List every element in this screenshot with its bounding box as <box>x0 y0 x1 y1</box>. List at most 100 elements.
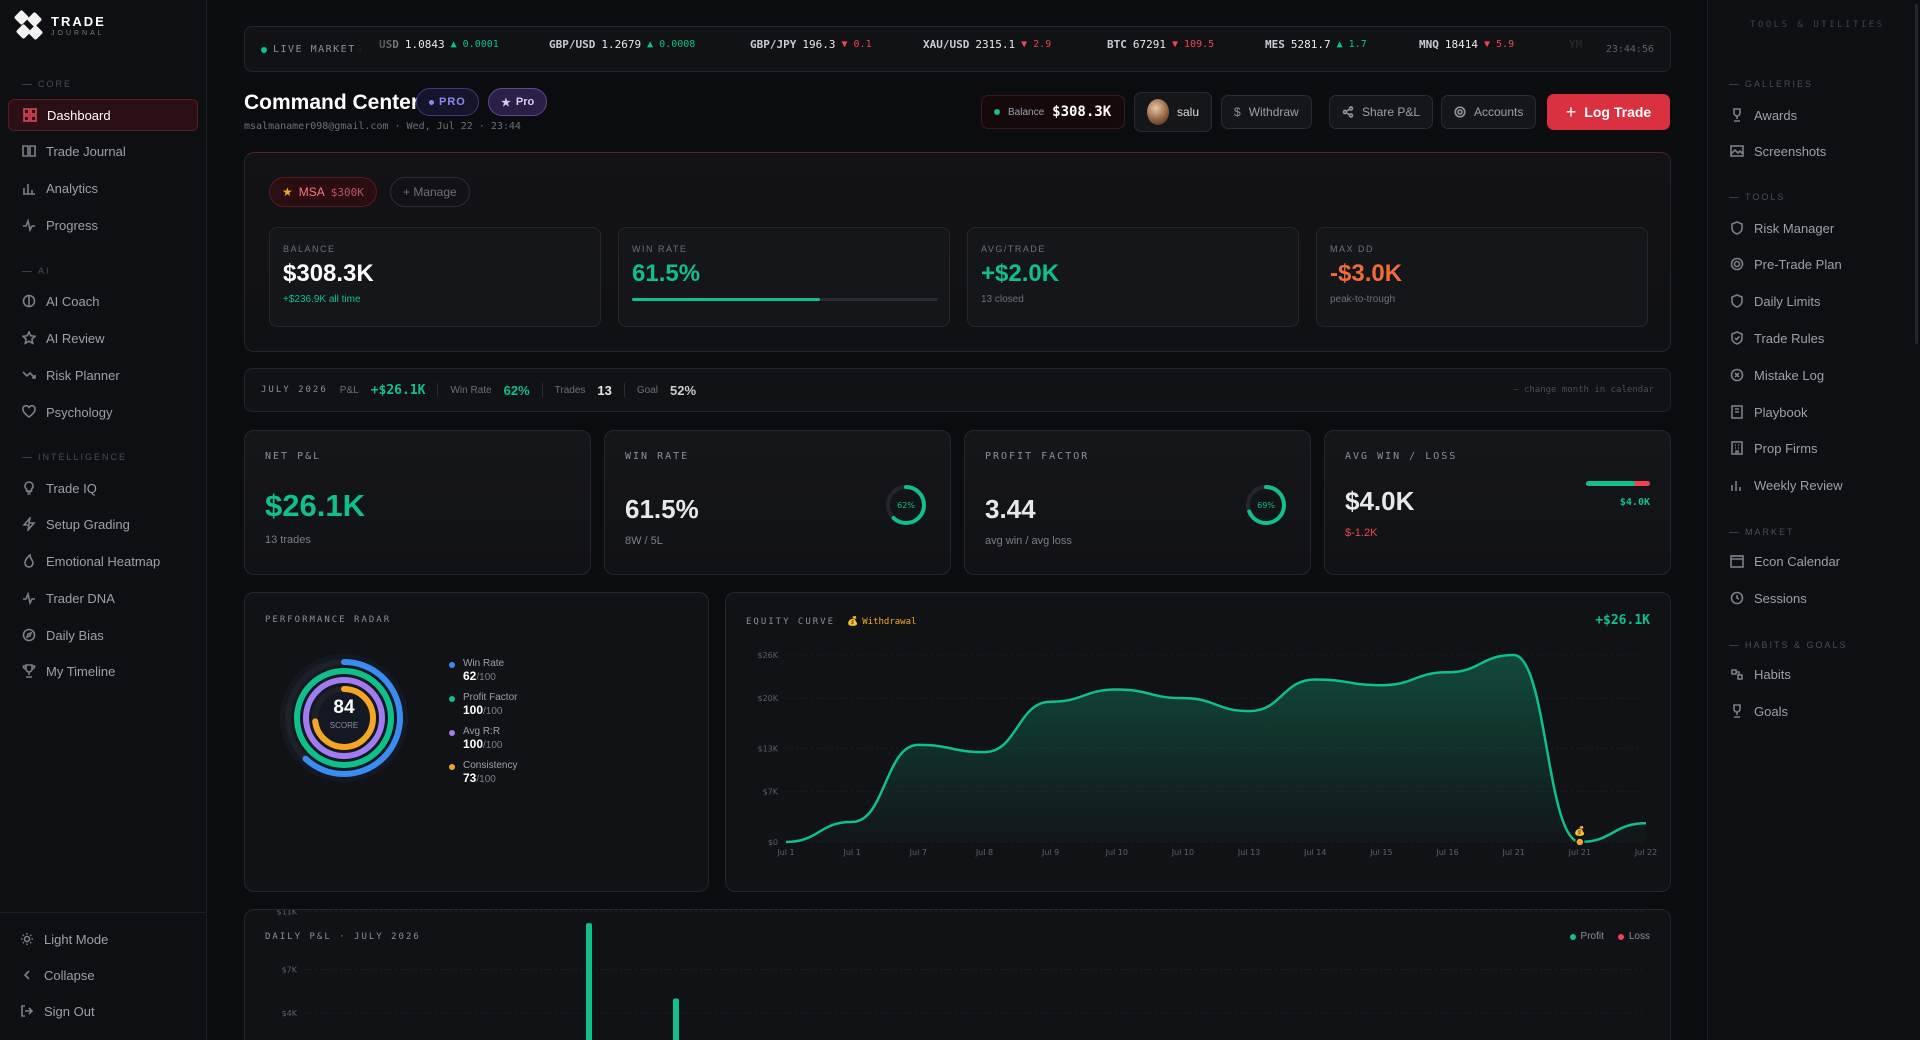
month-trades: 13 <box>597 382 612 398</box>
tool-awards[interactable]: Awards <box>1716 99 1896 131</box>
share-pnl-button[interactable]: Share P&L <box>1329 95 1434 129</box>
daily-pnl-title: DAILY P&L · JULY 2026 <box>265 932 421 942</box>
tool-daily-limits[interactable]: Daily Limits <box>1716 285 1896 317</box>
nav-label: Daily Bias <box>46 627 104 643</box>
tool-econ-calendar[interactable]: Econ Calendar <box>1716 545 1896 577</box>
equity-curve-title: EQUITY CURVE <box>746 617 836 627</box>
account-chip-msa[interactable]: ★ MSA $300K <box>269 177 377 207</box>
nav-item-daily-bias[interactable]: Daily Bias <box>8 619 198 651</box>
brand-name: TRADE <box>51 14 106 29</box>
trophy-icon <box>1730 704 1744 718</box>
nav-item-setup-grading[interactable]: Setup Grading <box>8 508 198 540</box>
equity-x-tick: Jul 15 <box>1369 848 1392 857</box>
accounts-button[interactable]: Accounts <box>1441 95 1537 129</box>
nav-item-trade-iq[interactable]: Trade IQ <box>8 472 198 504</box>
bulb-icon <box>22 481 36 495</box>
nav-label: Analytics <box>46 180 99 196</box>
ticker-item: GBP/USD 1.2679 ▲ 0.0008 <box>549 38 696 51</box>
user-menu[interactable]: salu <box>1134 92 1212 132</box>
win-rate-ring-label: 62% <box>897 501 915 510</box>
equity-x-tick: Jul 10 <box>1171 848 1194 857</box>
withdraw-button[interactable]: $ Withdraw <box>1221 95 1312 129</box>
sign-out-button[interactable]: Sign Out <box>6 995 196 1027</box>
nav-label: Emotional Heatmap <box>46 553 161 569</box>
radar-ring-consistency <box>312 686 376 750</box>
radar-ring-avg-r-r <box>303 677 385 759</box>
nav-item-emotional-heatmap[interactable]: Emotional Heatmap <box>8 545 198 577</box>
month-hint: — change month in calendar <box>1513 385 1654 395</box>
win-loss-bar <box>1586 481 1650 486</box>
log-trade-button[interactable]: + Log Trade <box>1547 94 1670 130</box>
nav-item-ai-coach[interactable]: AI Coach <box>8 285 198 317</box>
tool-mistake-log[interactable]: Mistake Log <box>1716 359 1896 391</box>
money-bag-icon: 💰 <box>847 617 859 627</box>
nav-item-trader-dna[interactable]: Trader DNA <box>8 582 198 614</box>
clock-icon <box>1730 591 1744 605</box>
tools-title: TOOLS & UTILITIES <box>1750 20 1885 30</box>
bar-chart-icon <box>1730 478 1744 492</box>
nav-item-dashboard[interactable]: Dashboard <box>8 99 198 131</box>
shield-icon <box>1730 221 1744 235</box>
nav-label: Collapse <box>44 967 95 983</box>
trophy-icon <box>1730 108 1744 122</box>
chevron-left-icon <box>20 968 34 982</box>
x-circle-icon <box>1730 368 1744 382</box>
nav-item-ai-review[interactable]: AI Review <box>8 322 198 354</box>
tool-habits[interactable]: Habits <box>1716 658 1896 690</box>
nav-item-my-timeline[interactable]: My Timeline <box>8 655 198 687</box>
month-summary-strip: JULY 2026 P&L +$26.1K Win Rate 62% Trades 1… <box>244 368 1671 412</box>
profit-factor-ring-label: 69% <box>1257 501 1275 510</box>
compass-icon <box>22 628 36 642</box>
tool-pre-trade-plan[interactable]: Pre-Trade Plan <box>1716 248 1896 280</box>
radar-legend-consistency: Consistency 73/100 <box>449 760 517 785</box>
sidebar-footer: Light Mode Collapse Sign Out <box>0 912 207 1040</box>
brand-logo[interactable]: TRADE JOURNAL <box>13 9 106 41</box>
tool-sessions[interactable]: Sessions <box>1716 582 1896 614</box>
nav-item-analytics[interactable]: Analytics <box>8 172 198 204</box>
flame-icon <box>22 554 36 568</box>
win-rate-ring: 62% <box>886 485 926 525</box>
equity-area <box>786 655 1646 842</box>
manage-accounts-button[interactable]: + Manage <box>390 177 470 207</box>
nav-label: Light Mode <box>44 931 109 947</box>
nav-item-psychology[interactable]: Psychology <box>8 396 198 428</box>
equity-line <box>785 653 1647 844</box>
nav-label: Trade IQ <box>46 480 97 496</box>
daily-y-tick: $11K <box>276 910 297 917</box>
metric-win-rate: WIN RATE 61.5% 8W / 5L 62% <box>604 430 951 575</box>
radar-title: PERFORMANCE RADAR <box>265 615 392 625</box>
pro-star-badge[interactable]: ★ Pro <box>488 88 548 116</box>
profit-legend-dot <box>1569 933 1576 940</box>
ticker-clock: 23:44:56 <box>1605 44 1654 55</box>
equity-chart: $0 $7K $13K $20K $26K Jul 1 Jul 1 Jul 7 Jul 8 Jul… <box>757 651 1657 857</box>
light-mode-toggle[interactable]: Light Mode <box>6 923 196 955</box>
tool-trade-rules[interactable]: Trade Rules <box>1716 322 1896 354</box>
nav-item-progress[interactable]: Progress <box>8 209 198 241</box>
right-scrollbar[interactable] <box>1915 4 1918 344</box>
calendar-icon <box>1730 554 1744 568</box>
stat-balance: BALANCE $308.3K +$236.9K all time <box>269 227 601 327</box>
right-sidebar: TOOLS & UTILITIES GALLERIES Awards Scree… <box>1707 0 1920 1040</box>
tool-prop-firms[interactable]: Prop Firms <box>1716 432 1896 464</box>
tool-weekly-review[interactable]: Weekly Review <box>1716 469 1896 501</box>
profit-factor-ring: 69% <box>1246 485 1286 525</box>
tool-goals[interactable]: Goals <box>1716 695 1896 727</box>
tool-playbook[interactable]: Playbook <box>1716 396 1896 428</box>
withdrawal-legend: 💰 Withdrawal <box>847 617 917 627</box>
nav-item-risk-planner[interactable]: Risk Planner <box>8 359 198 391</box>
tool-screenshots[interactable]: Screenshots <box>1716 135 1896 167</box>
equity-x-tick: Jul 8 <box>975 848 993 857</box>
tool-risk-manager[interactable]: Risk Manager <box>1716 212 1896 244</box>
collapse-button[interactable]: Collapse <box>6 959 196 991</box>
nav-label: Trader DNA <box>46 590 115 606</box>
building-icon <box>1730 441 1744 455</box>
performance-radar-panel: PERFORMANCE RADAR 84 SCORE Win Rate 62/10… <box>244 592 709 892</box>
metric-profit-factor: PROFIT FACTOR 3.44 avg win / avg loss 69… <box>964 430 1311 575</box>
nav-item-trade-journal[interactable]: Trade Journal <box>8 135 198 167</box>
plus-icon: + <box>1565 101 1577 122</box>
month-label: JULY 2026 <box>261 385 328 395</box>
equity-x-tick: Jul 1 <box>776 848 794 857</box>
nav-label: AI Review <box>46 330 105 346</box>
account-subline: msalmanamer098@gmail.com · Wed, Jul 22 ·… <box>244 121 521 132</box>
money-bag-icon: 💰 <box>1574 825 1585 837</box>
